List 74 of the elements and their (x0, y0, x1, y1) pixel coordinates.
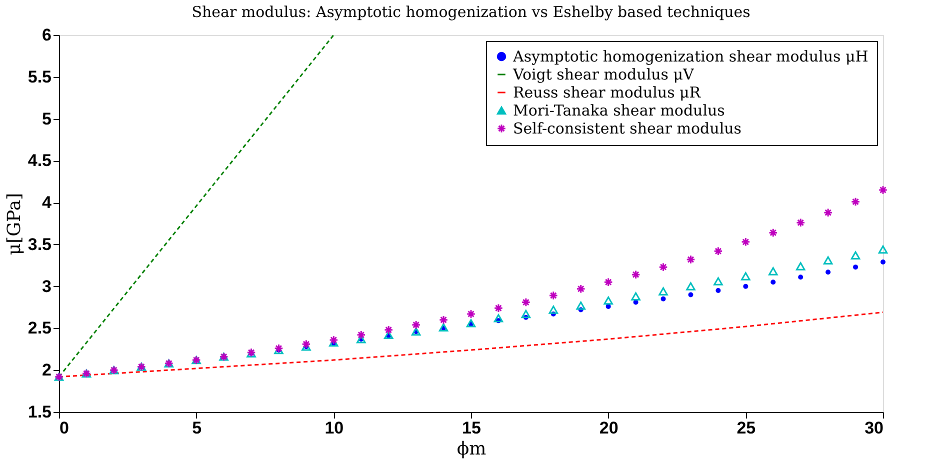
point (466, 309, 476, 319)
point (548, 306, 558, 314)
y-tick-label: 5.5 (28, 67, 52, 86)
y-tick-label: 3.5 (28, 234, 52, 254)
point (686, 282, 696, 290)
point (741, 272, 750, 280)
point (521, 310, 531, 318)
point (853, 264, 858, 270)
x-axis-title: ϕm (456, 438, 486, 460)
x-tick-label: 5 (192, 418, 202, 438)
y-tick-label: 3 (42, 276, 52, 296)
point (796, 262, 806, 270)
point (494, 314, 504, 322)
point (604, 296, 613, 305)
point (850, 197, 860, 206)
point (850, 251, 860, 260)
point (880, 260, 886, 265)
legend-label: Mori-Tanaka shear modulus (513, 102, 725, 120)
point (743, 284, 748, 289)
point (686, 254, 696, 264)
y-axis-title: μ[GPa] (4, 192, 25, 256)
point (631, 270, 640, 280)
point (548, 290, 558, 300)
x-tick-label: 10 (324, 418, 344, 438)
x-tick-label: 15 (462, 418, 481, 438)
point (494, 303, 504, 313)
point (796, 218, 806, 228)
point (741, 237, 750, 247)
point (631, 292, 640, 300)
point (823, 256, 833, 264)
x-tick-label: 30 (864, 418, 884, 438)
point (768, 267, 778, 276)
point (466, 319, 476, 328)
y-tick-label: 5 (42, 109, 52, 128)
point (770, 280, 776, 285)
point (660, 296, 666, 302)
point (411, 327, 421, 336)
point (384, 330, 394, 340)
chart-title: Shear modulus: Asymptotic homogenization vs Eshelby based techniques (192, 3, 750, 21)
point (329, 335, 338, 345)
y-tick-label: 4.5 (28, 151, 52, 170)
y-tick-label: 6 (42, 26, 52, 44)
point (716, 288, 721, 294)
point (798, 274, 804, 280)
point (356, 330, 366, 340)
y-tick-label: 4 (42, 193, 52, 212)
point (658, 287, 668, 296)
legend-label: Voigt shear modulus μV (512, 66, 695, 84)
x-tick-label: 0 (60, 418, 69, 438)
x-tick-label: 25 (736, 418, 756, 438)
point (714, 246, 723, 256)
point (658, 262, 668, 272)
point (411, 320, 421, 330)
point (878, 245, 888, 254)
point (438, 315, 448, 324)
point (688, 292, 694, 298)
point (604, 278, 613, 287)
point (576, 284, 586, 294)
point (576, 302, 586, 310)
y-tick-label: 2 (42, 360, 52, 380)
point (714, 277, 723, 286)
point (823, 208, 833, 218)
legend-label: Reuss shear modulus μR (513, 84, 702, 102)
point (768, 228, 778, 238)
point (878, 185, 888, 195)
x-tick-label: 20 (599, 418, 618, 438)
point (826, 270, 831, 275)
legend-label: Self-consistent shear modulus (513, 120, 742, 138)
y-tick-label: 2.5 (28, 318, 52, 338)
point (438, 323, 448, 332)
y-tick-label: 1.5 (28, 402, 52, 422)
point (384, 325, 394, 335)
point (521, 298, 531, 307)
legend-label: Asymptotic homogenization shear modulus μH (512, 48, 868, 66)
